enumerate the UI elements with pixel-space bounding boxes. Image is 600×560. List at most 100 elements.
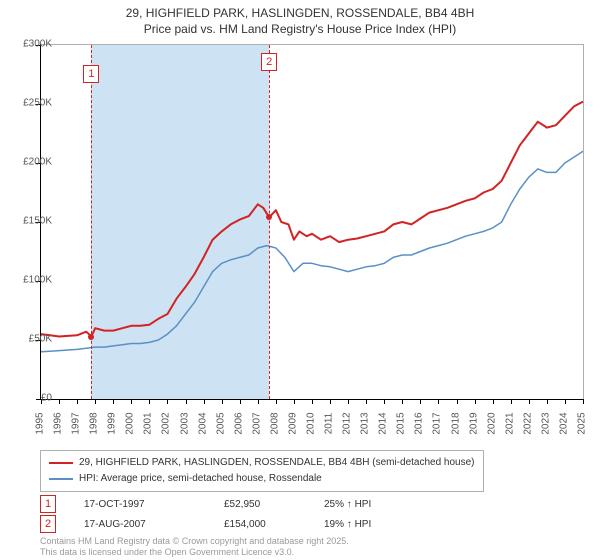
legend-box: 29, HIGHFIELD PARK, HASLINGDEN, ROSSENDA… [40, 450, 484, 492]
x-tick [348, 399, 349, 404]
sale-id-box: 2 [40, 515, 56, 533]
x-tick [366, 399, 367, 404]
sale-row: 2 17-AUG-2007£154,00019% ↑ HPI [40, 514, 424, 534]
x-axis-label: 2018 [450, 412, 461, 434]
x-tick [276, 399, 277, 404]
x-tick [167, 399, 168, 404]
title-line-2: Price paid vs. HM Land Registry's House … [0, 22, 600, 38]
y-axis-label: £300K [23, 39, 52, 50]
x-axis-label: 2025 [577, 412, 588, 434]
x-tick [529, 399, 530, 404]
x-tick [457, 399, 458, 404]
sale-price: £154,000 [224, 519, 324, 530]
chart-svg [41, 45, 583, 399]
x-tick [113, 399, 114, 404]
x-tick [384, 399, 385, 404]
x-axis-label: 2011 [324, 413, 335, 435]
legend-row: HPI: Average price, semi-detached house,… [49, 471, 475, 487]
x-axis-label: 2003 [179, 412, 190, 434]
sale-date: 17-AUG-2007 [84, 519, 224, 530]
x-axis-label: 2021 [504, 412, 515, 434]
x-axis-label: 2012 [342, 412, 353, 434]
x-tick [77, 399, 78, 404]
sale-hpi-delta: 19% ↑ HPI [324, 519, 424, 530]
x-tick [204, 399, 205, 404]
x-axis-label: 1996 [53, 412, 64, 434]
x-axis-label: 1998 [89, 412, 100, 434]
x-tick [565, 399, 566, 404]
legend-swatch-hpi [49, 478, 73, 480]
x-axis-label: 1997 [71, 412, 82, 434]
x-axis-label: 2002 [161, 412, 172, 434]
footer-line: This data is licensed under the Open Gov… [40, 547, 349, 558]
chart-container: 29, HIGHFIELD PARK, HASLINGDEN, ROSSENDA… [0, 0, 600, 560]
x-tick [583, 399, 584, 404]
sale-marker-dot [88, 334, 94, 340]
x-axis-label: 1999 [107, 412, 118, 434]
sale-hpi-delta: 25% ↑ HPI [324, 499, 424, 510]
price_paid-line [41, 102, 583, 337]
plot-area: 12 [40, 44, 584, 400]
sale-id-box: 1 [40, 495, 56, 513]
x-axis-label: 2005 [215, 412, 226, 434]
x-axis-label: 1995 [35, 412, 46, 434]
x-tick [294, 399, 295, 404]
sale-line [91, 45, 92, 399]
x-axis-label: 2020 [486, 412, 497, 434]
x-axis-label: 2015 [396, 412, 407, 434]
y-axis-label: £150K [23, 216, 52, 227]
sale-marker-label: 2 [261, 53, 277, 71]
y-axis-label: £250K [23, 98, 52, 109]
x-axis-label: 2004 [197, 412, 208, 434]
x-tick [402, 399, 403, 404]
legend-label: 29, HIGHFIELD PARK, HASLINGDEN, ROSSENDA… [79, 455, 475, 471]
x-axis-label: 2013 [360, 412, 371, 434]
y-axis-label: £0 [41, 393, 52, 404]
legend-row: 29, HIGHFIELD PARK, HASLINGDEN, ROSSENDA… [49, 455, 475, 471]
x-axis-label: 2019 [468, 412, 479, 434]
x-axis-label: 2008 [269, 412, 280, 434]
sale-line [269, 45, 270, 399]
footer-attribution: Contains HM Land Registry data © Crown c… [40, 536, 349, 558]
y-axis-label: £50K [29, 334, 52, 345]
x-tick [240, 399, 241, 404]
x-tick [475, 399, 476, 404]
x-axis-label: 2016 [414, 412, 425, 434]
x-axis-label: 2022 [522, 412, 533, 434]
sales-table: 1 17-OCT-1997£52,95025% ↑ HPI 2 17-AUG-2007… [40, 494, 424, 534]
x-axis-label: 2007 [251, 412, 262, 434]
sale-price: £52,950 [224, 499, 324, 510]
sale-marker-dot [266, 214, 272, 220]
x-axis-label: 2001 [143, 412, 154, 434]
sale-row: 1 17-OCT-1997£52,95025% ↑ HPI [40, 494, 424, 514]
x-axis-label: 2009 [287, 412, 298, 434]
x-axis-label: 2014 [378, 412, 389, 434]
x-tick [547, 399, 548, 404]
footer-line: Contains HM Land Registry data © Crown c… [40, 536, 349, 547]
x-axis-label: 2017 [432, 412, 443, 434]
legend-label: HPI: Average price, semi-detached house,… [79, 471, 322, 487]
legend-swatch-price [49, 462, 73, 464]
x-axis-label: 2023 [540, 412, 551, 434]
x-tick [59, 399, 60, 404]
x-tick [493, 399, 494, 404]
x-axis-label: 2010 [306, 412, 317, 434]
x-tick [222, 399, 223, 404]
x-tick [186, 399, 187, 404]
x-tick [131, 399, 132, 404]
x-tick [420, 399, 421, 404]
x-axis-label: 2024 [558, 412, 569, 434]
y-axis-label: £200K [23, 157, 52, 168]
x-tick [258, 399, 259, 404]
chart-title: 29, HIGHFIELD PARK, HASLINGDEN, ROSSENDA… [0, 0, 600, 37]
sale-date: 17-OCT-1997 [84, 499, 224, 510]
x-axis-label: 2006 [233, 412, 244, 434]
x-tick [312, 399, 313, 404]
x-tick [330, 399, 331, 404]
x-tick [511, 399, 512, 404]
title-line-1: 29, HIGHFIELD PARK, HASLINGDEN, ROSSENDA… [0, 6, 600, 22]
x-tick [95, 399, 96, 404]
x-axis-label: 2000 [125, 412, 136, 434]
sale-marker-label: 1 [83, 65, 99, 83]
x-tick [438, 399, 439, 404]
